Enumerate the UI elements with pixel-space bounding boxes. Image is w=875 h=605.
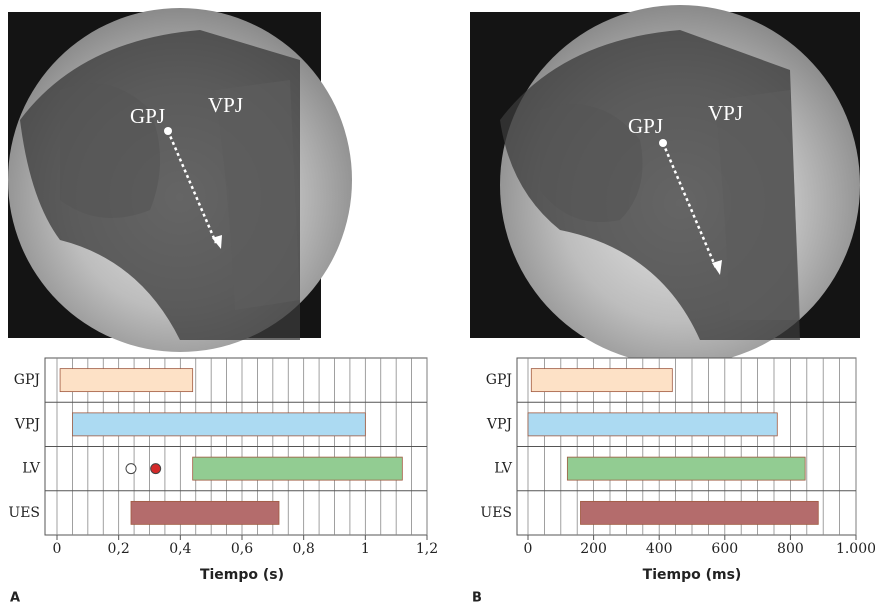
bar	[193, 457, 403, 480]
x-tick-label: 600	[711, 541, 738, 557]
x-tick-label: 1,2	[416, 541, 438, 557]
category-label: GPJ	[14, 372, 40, 388]
bar	[567, 457, 805, 480]
annotation: VPJ	[208, 93, 243, 117]
category-label: LV	[22, 461, 41, 477]
category-label: VPJ	[486, 416, 512, 432]
x-tick-label: 0	[524, 541, 533, 557]
x-tick-label: 1.000	[836, 541, 875, 557]
x-tick-label: 0,8	[293, 541, 315, 557]
bar	[531, 369, 672, 392]
annotation: GPJ	[628, 114, 663, 138]
x-tick-label: 0,2	[108, 541, 130, 557]
x-tick-label: 0	[53, 541, 62, 557]
x-tick-label: 0,4	[169, 541, 191, 557]
x-tick-label: 200	[580, 541, 607, 557]
marker	[151, 464, 161, 474]
annotation: VPJ	[708, 101, 743, 125]
x-axis-title: Tiempo (s)	[200, 567, 284, 583]
x-tick-label: 400	[646, 541, 673, 557]
x-tick-label: 1	[361, 541, 370, 557]
fluoroscopy-image	[470, 5, 860, 365]
fluoroscopy-image	[8, 8, 352, 352]
category-label: UES	[8, 505, 40, 521]
annotation: GPJ	[130, 104, 165, 128]
marker	[126, 464, 136, 474]
bar	[131, 501, 279, 524]
x-axis-title: Tiempo (ms)	[643, 567, 742, 583]
category-label: UES	[480, 505, 512, 521]
figure: GPJ VPJ GPJ VPJ A B 0 0,2 0,4 0,6 0,8 1 1,2 Tie…	[0, 0, 875, 605]
x-tick-label: 800	[777, 541, 804, 557]
x-tick-label: 0,6	[231, 541, 253, 557]
bar	[580, 501, 818, 524]
panel-label: B	[472, 591, 482, 605]
panel-label: A	[10, 591, 20, 605]
bar	[528, 413, 777, 436]
category-label: VPJ	[14, 416, 40, 432]
category-label: LV	[494, 461, 513, 477]
category-label: GPJ	[486, 372, 512, 388]
bar	[60, 369, 193, 392]
bar	[72, 413, 365, 436]
